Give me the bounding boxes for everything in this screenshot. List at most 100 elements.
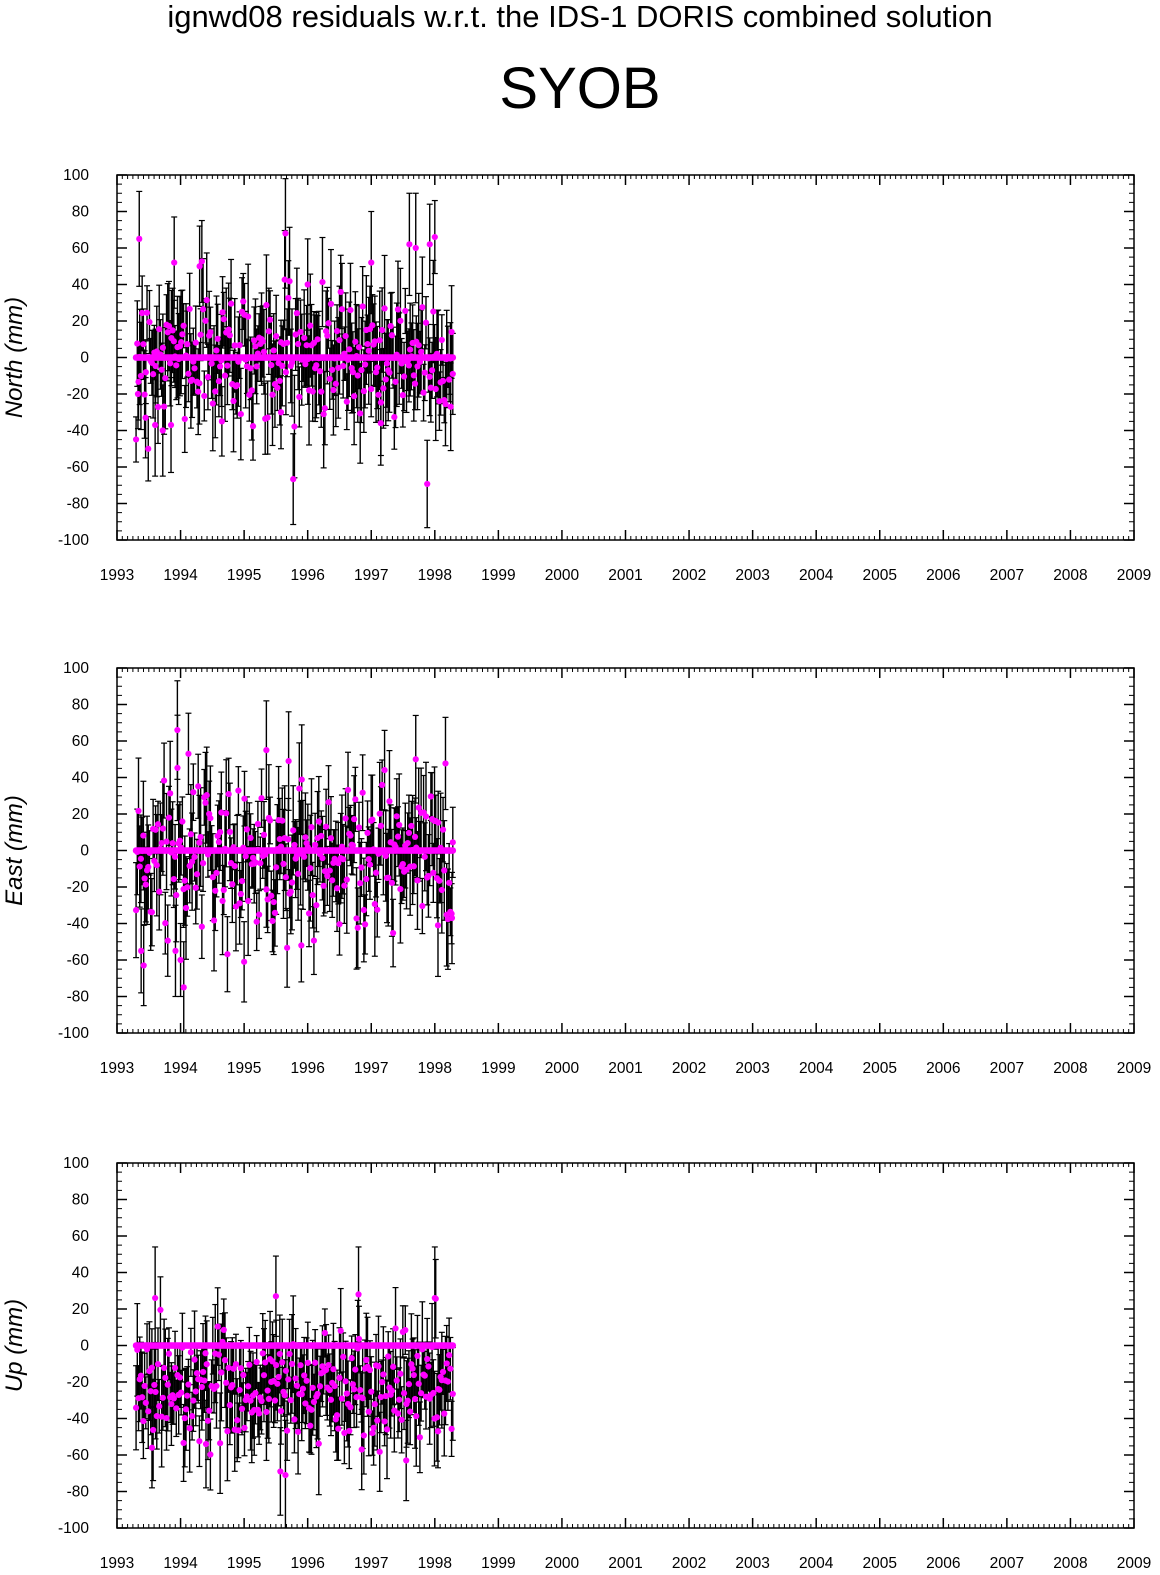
residual-point bbox=[171, 259, 178, 266]
residual-point bbox=[240, 844, 247, 851]
residual-point bbox=[257, 860, 264, 867]
residual-point bbox=[215, 838, 223, 846]
residual-point bbox=[326, 375, 333, 382]
residual-point bbox=[138, 947, 145, 954]
residual-point bbox=[142, 881, 149, 888]
residual-point bbox=[382, 852, 389, 860]
residual-point bbox=[208, 847, 215, 854]
residual-point bbox=[344, 786, 352, 794]
residual-point bbox=[392, 843, 399, 850]
residual-point bbox=[400, 373, 408, 380]
residual-point bbox=[376, 337, 383, 344]
residual-point bbox=[369, 322, 376, 329]
residual-point bbox=[381, 305, 388, 312]
residual-point bbox=[184, 884, 191, 891]
residual-point bbox=[364, 829, 371, 837]
residual-point bbox=[372, 869, 380, 876]
residual-point bbox=[159, 825, 166, 832]
x-tick-label: 2000 bbox=[545, 567, 580, 584]
x-tick-label: 1997 bbox=[354, 567, 388, 584]
residual-point bbox=[184, 341, 191, 348]
residual-point bbox=[314, 336, 321, 343]
residual-point bbox=[329, 366, 336, 373]
residual-point bbox=[340, 856, 347, 863]
residual-point bbox=[410, 372, 417, 379]
residual-point bbox=[253, 918, 260, 925]
residual-point bbox=[352, 796, 359, 803]
residual-point bbox=[156, 888, 163, 895]
residual-point bbox=[180, 984, 187, 991]
residual-point bbox=[251, 337, 258, 344]
residual-point bbox=[236, 342, 243, 349]
y-axis-label: Up (mm) bbox=[1, 1299, 28, 1392]
residual-point bbox=[213, 869, 220, 877]
residual-point bbox=[301, 853, 308, 860]
x-tick-label: 1995 bbox=[227, 1555, 261, 1572]
residual-point bbox=[448, 914, 456, 922]
y-tick-label: -80 bbox=[67, 1484, 90, 1501]
residual-point bbox=[338, 843, 346, 850]
residual-point bbox=[351, 393, 358, 400]
residual-point bbox=[187, 831, 194, 838]
residual-point bbox=[235, 787, 242, 794]
residual-point bbox=[230, 397, 237, 405]
residual-point bbox=[298, 942, 305, 949]
residual-point bbox=[174, 726, 181, 734]
residual-point bbox=[285, 836, 292, 843]
residual-point bbox=[254, 820, 261, 828]
residual-point bbox=[271, 909, 279, 917]
residual-point bbox=[240, 298, 247, 305]
residual-point bbox=[418, 348, 425, 355]
residual-point bbox=[134, 390, 142, 398]
residual-point bbox=[145, 445, 152, 452]
residual-point bbox=[225, 326, 232, 333]
residual-point bbox=[203, 792, 210, 799]
residual-point bbox=[202, 799, 209, 806]
residual-point bbox=[162, 920, 169, 927]
residual-point bbox=[327, 835, 335, 842]
x-tick-label: 2004 bbox=[799, 1555, 834, 1572]
x-tick-label: 1993 bbox=[100, 1555, 134, 1572]
residual-point bbox=[415, 804, 422, 811]
residual-point bbox=[243, 826, 251, 833]
residual-point bbox=[196, 263, 203, 270]
residual-point bbox=[204, 373, 212, 381]
panel-east: 1993 1994 1995 1996 1997 1998 1999 2000 2001 2002… bbox=[1, 660, 1151, 1077]
residual-point bbox=[134, 340, 141, 347]
residual-point bbox=[136, 353, 143, 361]
residual-point bbox=[431, 233, 438, 241]
x-tick-label: 2005 bbox=[863, 567, 897, 584]
x-tick-label: 2000 bbox=[545, 1555, 580, 1572]
residual-point bbox=[320, 882, 327, 889]
y-tick-label: -40 bbox=[67, 916, 90, 933]
residual-point bbox=[237, 890, 244, 898]
residual-point bbox=[347, 306, 354, 314]
residual-point bbox=[319, 855, 326, 862]
residual-point bbox=[238, 877, 246, 885]
residual-point bbox=[376, 810, 383, 817]
residual-point bbox=[315, 355, 322, 362]
x-tick-label: 1995 bbox=[227, 1060, 261, 1077]
y-tick-label: -100 bbox=[58, 532, 89, 549]
residual-point bbox=[449, 370, 456, 378]
residual-point bbox=[182, 352, 190, 359]
residual-point bbox=[301, 334, 308, 342]
residual-point bbox=[426, 373, 433, 380]
residual-point bbox=[396, 821, 403, 829]
residual-point bbox=[134, 848, 141, 856]
residual-point bbox=[421, 369, 428, 376]
residual-point bbox=[394, 833, 402, 840]
residual-point bbox=[198, 923, 205, 930]
residual-point bbox=[349, 842, 357, 849]
residual-point bbox=[298, 776, 305, 783]
residual-point bbox=[447, 403, 454, 410]
residual-point bbox=[416, 358, 424, 366]
residual-point bbox=[189, 858, 196, 865]
residual-point bbox=[136, 235, 143, 242]
residual-point bbox=[266, 817, 274, 824]
residual-point bbox=[135, 807, 142, 815]
residual-point bbox=[241, 958, 248, 965]
residual-point bbox=[142, 369, 149, 376]
residual-point bbox=[320, 411, 327, 418]
residual-point bbox=[347, 832, 354, 839]
